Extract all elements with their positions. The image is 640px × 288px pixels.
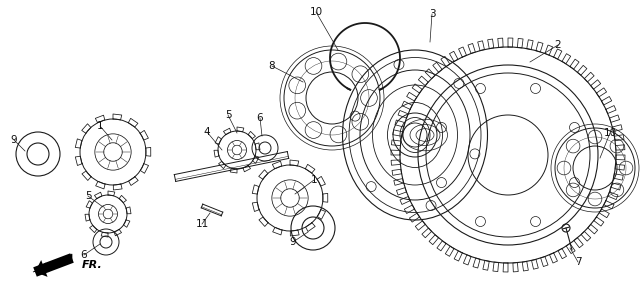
Polygon shape [33, 253, 74, 277]
Text: FR.: FR. [82, 260, 103, 270]
Text: 6: 6 [81, 250, 87, 260]
Text: 7: 7 [575, 257, 581, 267]
Text: 3: 3 [429, 9, 435, 19]
Text: 6: 6 [257, 113, 263, 123]
Polygon shape [35, 260, 47, 277]
Text: 2: 2 [555, 40, 561, 50]
Text: 1: 1 [97, 121, 103, 131]
Text: 8: 8 [269, 61, 275, 71]
Text: 5: 5 [225, 110, 231, 120]
Text: 11: 11 [195, 219, 209, 229]
Text: 9: 9 [290, 237, 296, 247]
Polygon shape [33, 254, 72, 272]
Text: 9: 9 [11, 135, 17, 145]
Text: 4: 4 [204, 127, 211, 137]
Text: 10: 10 [604, 128, 616, 138]
Text: 5: 5 [84, 191, 92, 201]
Text: 10: 10 [309, 7, 323, 17]
Text: 1: 1 [310, 175, 317, 185]
